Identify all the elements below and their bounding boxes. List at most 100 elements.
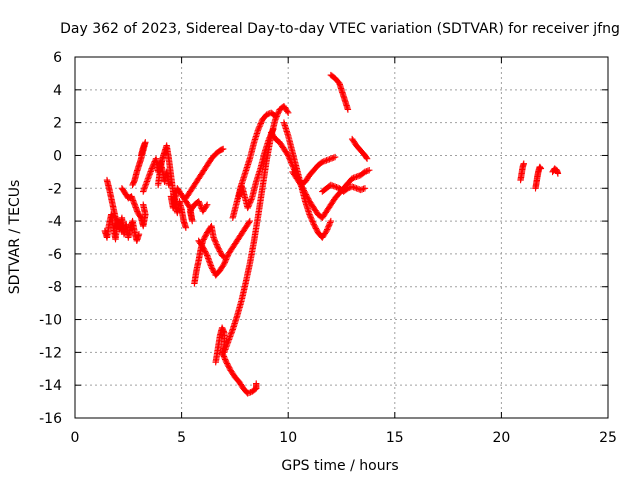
data-point: [311, 222, 318, 229]
data-point: [275, 109, 282, 116]
data-point: [222, 256, 230, 263]
data-point: [271, 112, 278, 119]
data-point: [223, 359, 230, 366]
data-point: [212, 239, 220, 247]
data-point: [212, 238, 219, 245]
data-point: [219, 145, 227, 153]
data-point: [224, 361, 231, 369]
data-point: [220, 261, 227, 269]
chart-title: Day 362 of 2023, Sidereal Day-to-day VTE…: [60, 21, 620, 37]
data-point: [203, 250, 210, 258]
data-point: [344, 106, 352, 113]
x-tick-label: 10: [279, 430, 297, 446]
data-point: [196, 201, 204, 208]
data-point: [325, 223, 332, 230]
data-point: [307, 214, 314, 221]
data-point: [221, 356, 229, 363]
x-axis-label: GPS time / hours: [281, 458, 398, 474]
data-point: [270, 126, 277, 133]
data-point: [245, 203, 252, 210]
y-tick-label: 4: [53, 83, 62, 99]
data-point: [221, 259, 229, 266]
data-point: [225, 363, 232, 370]
data-point: [284, 108, 291, 115]
data-point: [135, 231, 143, 238]
data-point: [148, 165, 155, 172]
y-axis-label: SDTVAR / TECUs: [7, 180, 23, 295]
data-point: [310, 221, 317, 228]
data-point: [200, 236, 207, 243]
data-point: [256, 123, 263, 130]
data-point: [224, 253, 231, 260]
y-tick-label: -6: [48, 247, 62, 263]
data-point: [201, 233, 209, 240]
y-tick-label: -4: [48, 214, 62, 230]
data-point: [323, 226, 331, 233]
data-point: [258, 118, 265, 126]
data-point: [214, 242, 221, 250]
data-point: [253, 380, 260, 387]
data-point: [217, 249, 224, 257]
data-point: [222, 257, 229, 265]
data-point: [226, 364, 233, 371]
data-point: [209, 266, 217, 273]
data-point: [520, 160, 527, 167]
x-tick-label: 15: [386, 430, 404, 446]
data-point: [306, 212, 314, 220]
data-point: [214, 244, 222, 251]
data-point: [208, 265, 216, 272]
y-tick-label: -14: [39, 378, 62, 394]
grid: [75, 57, 608, 418]
data-point: [210, 235, 218, 243]
data-point: [137, 152, 145, 159]
y-tick-label: -16: [39, 411, 62, 427]
data-point: [361, 185, 369, 192]
data-point: [246, 217, 254, 225]
data-point: [313, 226, 320, 234]
data-point: [246, 199, 254, 206]
data-point: [285, 109, 292, 116]
y-tick-label: 6: [53, 50, 62, 66]
data-point: [208, 263, 215, 271]
data-point: [216, 248, 224, 255]
data-point: [222, 357, 229, 365]
data-point: [308, 216, 316, 224]
y-tick-label: 0: [53, 148, 62, 164]
y-tick-label: 2: [53, 116, 62, 132]
data-point: [182, 224, 190, 231]
data-point: [554, 170, 562, 177]
data-point: [331, 153, 339, 161]
data-point: [327, 219, 334, 226]
data-point: [220, 351, 227, 359]
y-tick-label: -8: [48, 280, 62, 296]
data-point: [245, 201, 253, 209]
data-point: [255, 126, 262, 133]
plot-frame: [74, 56, 609, 419]
data-point: [203, 202, 210, 210]
data-point: [221, 260, 228, 267]
data-point: [221, 354, 228, 362]
data-point: [255, 124, 263, 131]
data-point: [308, 215, 315, 222]
data-point: [216, 246, 223, 254]
data-point: [197, 202, 204, 209]
data-point: [323, 227, 330, 235]
data-point: [200, 245, 207, 252]
data-point: [210, 234, 217, 241]
data-point: [248, 196, 255, 203]
data-point: [257, 120, 264, 127]
y-tick-label: -12: [39, 345, 62, 361]
data-point: [325, 222, 333, 229]
data-point: [327, 217, 335, 225]
data-point: [223, 360, 231, 367]
data-point: [244, 204, 251, 212]
data-point: [202, 232, 209, 239]
data-point: [265, 135, 273, 143]
y-tick-label: -10: [39, 313, 62, 329]
data-point: [118, 227, 126, 235]
x-tick-label: 20: [492, 430, 510, 446]
data-point: [324, 224, 331, 232]
data-point: [201, 248, 209, 255]
data-point: [203, 201, 211, 208]
